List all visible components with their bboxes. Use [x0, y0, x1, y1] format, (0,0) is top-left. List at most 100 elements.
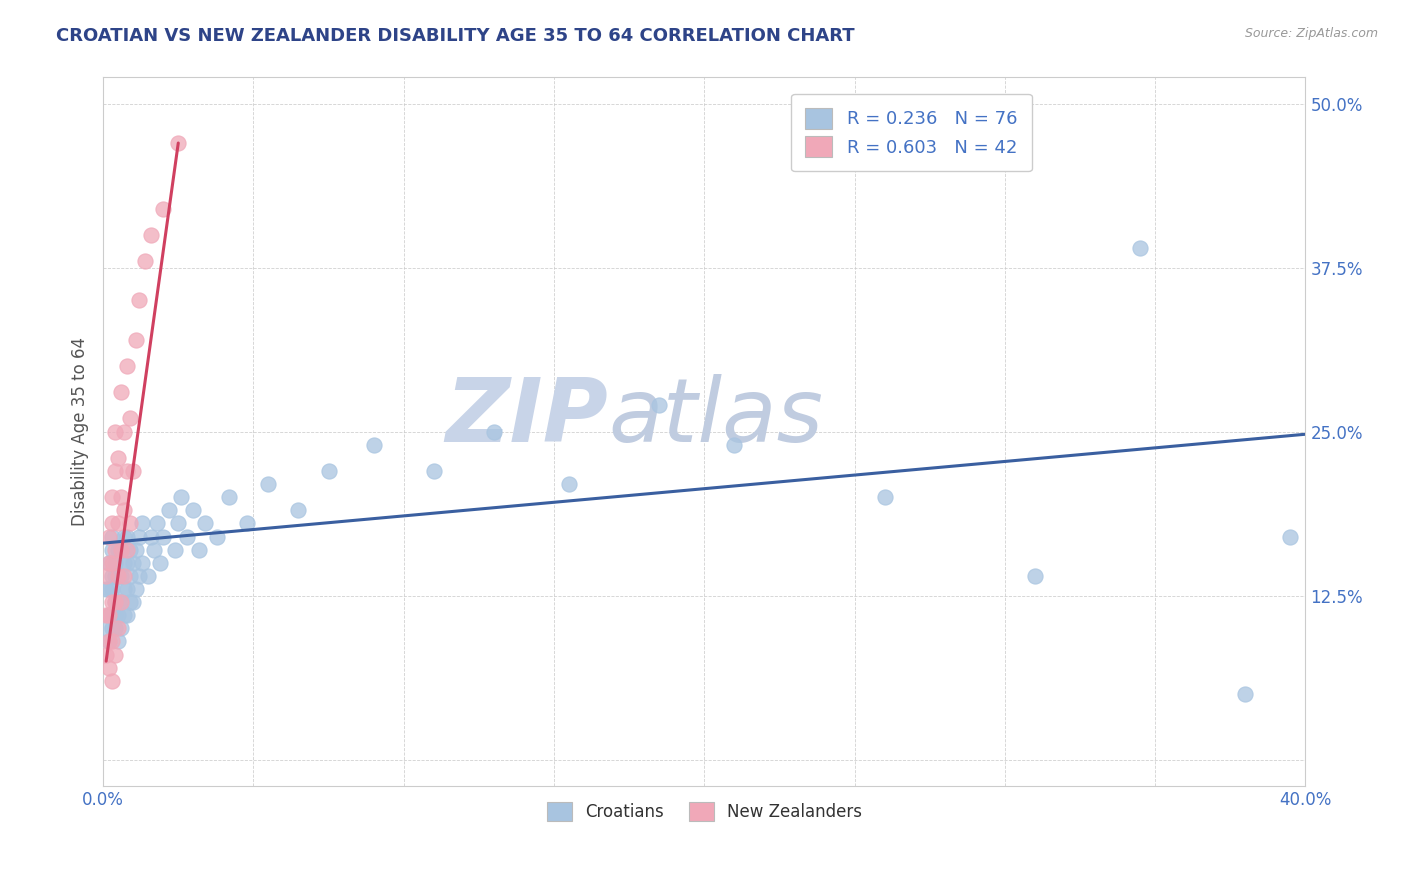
Point	[107, 450, 129, 465]
Point	[107, 621, 129, 635]
Point	[1024, 569, 1046, 583]
Point	[136, 569, 159, 583]
Point	[112, 425, 135, 439]
Point	[98, 530, 121, 544]
Point	[152, 530, 174, 544]
Point	[107, 542, 129, 557]
Point	[101, 582, 124, 596]
Point	[94, 621, 117, 635]
Y-axis label: Disability Age 35 to 64: Disability Age 35 to 64	[72, 337, 89, 526]
Point	[104, 569, 127, 583]
Point	[104, 425, 127, 439]
Point	[115, 608, 138, 623]
Point	[170, 490, 193, 504]
Point	[112, 608, 135, 623]
Point	[167, 516, 190, 531]
Point	[104, 648, 127, 662]
Point	[122, 556, 145, 570]
Point	[236, 516, 259, 531]
Point	[101, 516, 124, 531]
Text: ZIP: ZIP	[446, 374, 607, 461]
Point	[723, 438, 745, 452]
Point	[141, 530, 163, 544]
Point	[107, 634, 129, 648]
Point	[110, 490, 132, 504]
Point	[98, 556, 121, 570]
Point	[110, 569, 132, 583]
Point	[115, 359, 138, 373]
Point	[104, 595, 127, 609]
Point	[134, 254, 156, 268]
Point	[101, 490, 124, 504]
Point	[131, 556, 153, 570]
Point	[101, 530, 124, 544]
Point	[112, 569, 135, 583]
Point	[120, 516, 142, 531]
Point	[873, 490, 896, 504]
Point	[104, 542, 127, 557]
Point	[122, 464, 145, 478]
Point	[423, 464, 446, 478]
Point	[101, 542, 124, 557]
Point	[101, 595, 124, 609]
Point	[648, 398, 671, 412]
Point	[110, 542, 132, 557]
Point	[128, 293, 150, 308]
Point	[110, 542, 132, 557]
Point	[120, 569, 142, 583]
Point	[1129, 241, 1152, 255]
Point	[94, 582, 117, 596]
Point	[218, 490, 240, 504]
Point	[120, 595, 142, 609]
Point	[101, 621, 124, 635]
Point	[104, 595, 127, 609]
Point	[363, 438, 385, 452]
Point	[110, 385, 132, 400]
Point	[120, 411, 142, 425]
Legend: Croatians, New Zealanders: Croatians, New Zealanders	[533, 789, 876, 834]
Point	[165, 542, 187, 557]
Text: Source: ZipAtlas.com: Source: ZipAtlas.com	[1244, 27, 1378, 40]
Point	[101, 556, 124, 570]
Point	[167, 136, 190, 150]
Point	[101, 673, 124, 688]
Point	[115, 542, 138, 557]
Point	[188, 542, 211, 557]
Point	[176, 530, 198, 544]
Point	[98, 556, 121, 570]
Point	[115, 530, 138, 544]
Point	[125, 582, 148, 596]
Point	[128, 530, 150, 544]
Point	[194, 516, 217, 531]
Point	[107, 569, 129, 583]
Point	[1279, 530, 1302, 544]
Point	[143, 542, 166, 557]
Point	[94, 608, 117, 623]
Point	[128, 569, 150, 583]
Point	[107, 608, 129, 623]
Point	[98, 582, 121, 596]
Point	[94, 648, 117, 662]
Text: CROATIAN VS NEW ZEALANDER DISABILITY AGE 35 TO 64 CORRELATION CHART: CROATIAN VS NEW ZEALANDER DISABILITY AGE…	[56, 27, 855, 45]
Point	[98, 608, 121, 623]
Point	[104, 464, 127, 478]
Point	[287, 503, 309, 517]
Point	[101, 634, 124, 648]
Point	[112, 503, 135, 517]
Point	[149, 556, 172, 570]
Point	[101, 608, 124, 623]
Point	[115, 464, 138, 478]
Point	[146, 516, 169, 531]
Point	[98, 608, 121, 623]
Point	[157, 503, 180, 517]
Point	[181, 503, 204, 517]
Point	[112, 556, 135, 570]
Point	[104, 608, 127, 623]
Point	[104, 556, 127, 570]
Point	[107, 516, 129, 531]
Point	[110, 621, 132, 635]
Text: atlas: atlas	[607, 375, 823, 460]
Point	[131, 516, 153, 531]
Point	[125, 542, 148, 557]
Point	[110, 595, 132, 609]
